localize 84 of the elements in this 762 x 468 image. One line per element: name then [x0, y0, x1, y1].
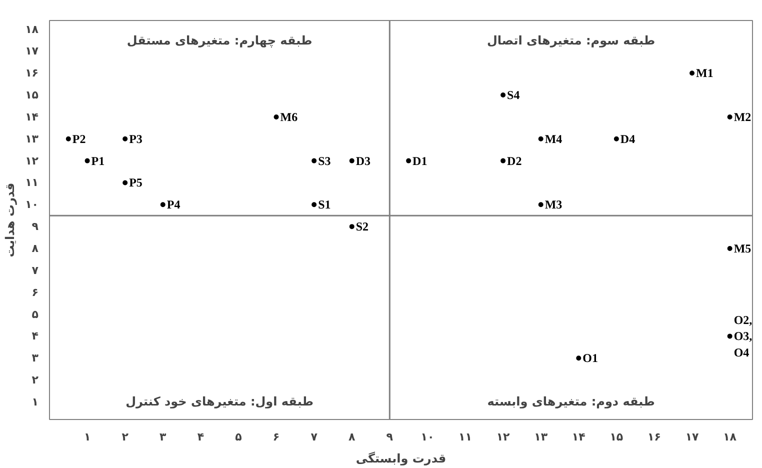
data-label: P2 — [72, 132, 86, 146]
point — [160, 202, 166, 208]
y-tick-label: ۱۴ — [25, 110, 39, 124]
x-tick-label: ۱۸ — [723, 430, 737, 444]
x-tick-label: ۸ — [348, 430, 356, 444]
data-label: M5 — [734, 242, 752, 256]
x-tick-label: ۶ — [272, 430, 280, 444]
y-tick-label: ۷ — [32, 264, 39, 277]
x-tick-label: ۷ — [310, 430, 318, 444]
data-label: S3 — [318, 154, 331, 168]
annotation: طبقه چهارم: متغیرهای مستقل — [126, 34, 312, 48]
point — [84, 158, 90, 164]
point — [312, 158, 317, 164]
x-tick-label: ۱ — [84, 430, 91, 444]
data-label: D3 — [356, 154, 371, 168]
data-label: D1 — [412, 154, 428, 168]
point — [727, 114, 732, 120]
data-label: M3 — [544, 198, 562, 212]
data-label: M2 — [734, 110, 752, 124]
annotation: طبقه سوم: متغیرهای اتصال — [486, 34, 656, 48]
y-tick-label: ۴ — [32, 330, 39, 343]
x-tick-label: ۱۲ — [496, 430, 510, 444]
y-tick-label: ۱۶ — [25, 66, 39, 80]
point — [727, 334, 732, 339]
y-tick-label: ۳ — [32, 352, 39, 365]
x-tick-label: ۱۰ — [420, 430, 434, 444]
point — [727, 246, 732, 251]
point — [406, 158, 412, 164]
point — [312, 202, 317, 208]
y-tick-label: ۱۰ — [25, 198, 39, 212]
data-label: S2 — [356, 220, 369, 234]
y-tick-label: ۱۲ — [25, 154, 39, 168]
y-tick-label: ۱۱ — [25, 176, 39, 190]
y-tick-label: ۱ — [32, 395, 39, 408]
x-tick-label: ۱۶ — [648, 430, 661, 444]
x-tick-label: ۳ — [160, 430, 167, 444]
x-axis-title: قدرت وابستگی — [356, 452, 446, 466]
point — [349, 224, 354, 230]
y-tick-label: ۱۵ — [25, 88, 39, 102]
point — [122, 136, 128, 142]
data-label: D4 — [620, 132, 636, 146]
data-label: P1 — [91, 154, 105, 168]
data-label: D2 — [507, 154, 522, 168]
x-tick-label: ۲ — [122, 430, 129, 444]
x-tick-label: ۱۴ — [572, 430, 586, 444]
x-tick-label: ۱۷ — [685, 430, 700, 444]
y-tick-label: ۱۳ — [25, 132, 39, 146]
point — [500, 158, 506, 164]
point — [274, 114, 279, 120]
x-tick-label: ۵ — [235, 430, 242, 444]
y-tick-label: ۹ — [32, 220, 39, 234]
point — [500, 92, 506, 98]
y-tick-label: ۵ — [32, 308, 39, 321]
x-tick-label: ۹ — [386, 430, 394, 444]
point — [576, 356, 582, 361]
y-axis-title: قدرت هدایت — [3, 182, 18, 258]
data-label: M6 — [280, 110, 298, 124]
data-label: P3 — [129, 132, 142, 146]
x-tick-label: ۱۳ — [534, 430, 548, 444]
point — [538, 136, 544, 142]
x-tick-label: ۱۱ — [458, 430, 472, 444]
y-tick-label: ۲ — [32, 374, 39, 387]
data-label: P4 — [166, 198, 180, 212]
y-tick-label: ۱۸ — [25, 22, 39, 36]
point — [690, 70, 695, 76]
data-label: S4 — [507, 88, 520, 102]
point — [349, 158, 354, 164]
x-tick-label: ۴ — [197, 430, 204, 444]
annotation: طبقه اول: متغیرهای خود کنترل — [126, 394, 314, 409]
point — [66, 136, 71, 142]
y-tick-label: ۶ — [32, 286, 39, 299]
y-tick-label: ۸ — [32, 242, 39, 255]
point — [614, 136, 619, 142]
annotation: طبقه دوم: متغیرهای وابسته — [487, 394, 655, 409]
data-label: P5 — [129, 176, 142, 190]
data-label: S1 — [318, 198, 331, 212]
y-tick-label: ۱۷ — [25, 44, 39, 58]
data-label: M1 — [696, 66, 714, 80]
point — [122, 180, 128, 186]
point — [538, 202, 544, 208]
data-label: O2, O3, O4 — [734, 313, 752, 360]
data-label: O1 — [582, 351, 598, 366]
x-tick-label: ۱۵ — [610, 430, 624, 444]
data-label: M4 — [544, 132, 562, 146]
